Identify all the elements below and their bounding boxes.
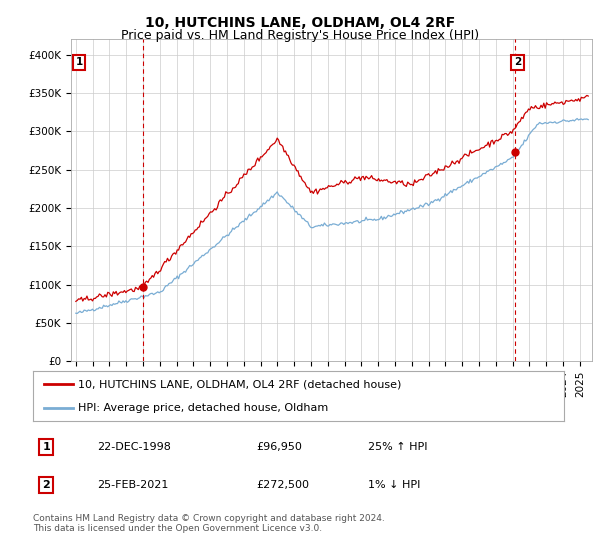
Text: 2: 2 [43, 480, 50, 490]
Text: 25% ↑ HPI: 25% ↑ HPI [368, 442, 427, 452]
Text: 25-FEB-2021: 25-FEB-2021 [97, 480, 168, 490]
Text: 10, HUTCHINS LANE, OLDHAM, OL4 2RF: 10, HUTCHINS LANE, OLDHAM, OL4 2RF [145, 16, 455, 30]
Text: HPI: Average price, detached house, Oldham: HPI: Average price, detached house, Oldh… [78, 403, 328, 413]
Text: Price paid vs. HM Land Registry's House Price Index (HPI): Price paid vs. HM Land Registry's House … [121, 29, 479, 42]
Text: 1: 1 [43, 442, 50, 452]
Text: 1% ↓ HPI: 1% ↓ HPI [368, 480, 420, 490]
Text: 22-DEC-1998: 22-DEC-1998 [97, 442, 170, 452]
Text: £96,950: £96,950 [256, 442, 302, 452]
Text: 10, HUTCHINS LANE, OLDHAM, OL4 2RF (detached house): 10, HUTCHINS LANE, OLDHAM, OL4 2RF (deta… [78, 379, 401, 389]
Text: £272,500: £272,500 [256, 480, 309, 490]
Text: 1: 1 [76, 57, 83, 67]
Text: Contains HM Land Registry data © Crown copyright and database right 2024.
This d: Contains HM Land Registry data © Crown c… [33, 514, 385, 534]
Text: 2: 2 [514, 57, 521, 67]
